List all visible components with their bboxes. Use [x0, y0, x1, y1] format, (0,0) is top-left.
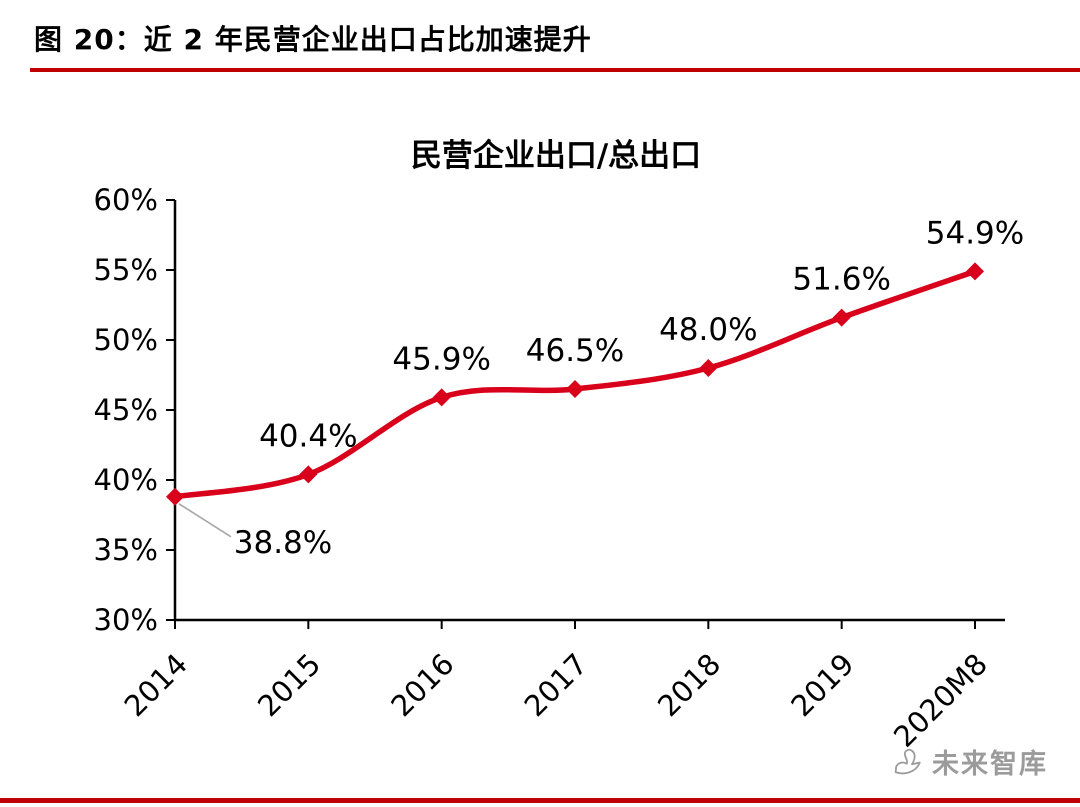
- y-axis-label: 40%: [94, 463, 158, 497]
- data-point-marker: [566, 380, 584, 398]
- header-divider: [30, 68, 1080, 72]
- y-axis-label: 60%: [94, 183, 158, 217]
- data-point-marker: [832, 308, 851, 327]
- y-axis-label: 45%: [94, 393, 158, 427]
- figure-caption: 图 20：近 2 年民营企业出口占比加速提升: [34, 23, 592, 56]
- x-axis-label: 2019: [784, 647, 860, 723]
- data-label: 45.9%: [392, 341, 490, 377]
- data-point-marker: [166, 487, 184, 506]
- x-axis-label: 2018: [651, 647, 727, 723]
- data-point-marker: [432, 388, 451, 407]
- data-point-marker: [699, 359, 718, 377]
- x-axis-label: 2020M8: [887, 647, 994, 754]
- data-label: 54.9%: [926, 215, 1024, 251]
- y-axis-label: 30%: [94, 603, 158, 637]
- data-label: 51.6%: [792, 262, 890, 298]
- axis: [173, 200, 1005, 622]
- data-label: 46.5%: [526, 333, 624, 369]
- watermark-text: 未来智库: [932, 749, 1048, 780]
- data-point-marker: [299, 465, 318, 484]
- swan-logo-icon: [894, 748, 921, 774]
- data-label: 40.4%: [259, 418, 357, 454]
- label-leader-line: [178, 503, 232, 538]
- x-axis-label: 2015: [251, 647, 327, 723]
- y-axis-label: 50%: [94, 323, 158, 357]
- footer-divider: [0, 798, 1080, 803]
- x-axis-label: 2016: [384, 647, 460, 723]
- x-axis-label: 2017: [518, 647, 594, 723]
- data-label: 38.8%: [234, 525, 332, 561]
- watermark: 未来智库: [890, 742, 1048, 781]
- chart-title: 民营企业出口/总出口: [410, 138, 702, 174]
- data-label: 48.0%: [659, 312, 757, 348]
- x-axis-label: 2014: [118, 647, 194, 723]
- y-axis-label: 55%: [94, 253, 158, 287]
- data-point-marker: [966, 262, 984, 281]
- y-axis-label: 35%: [94, 533, 158, 567]
